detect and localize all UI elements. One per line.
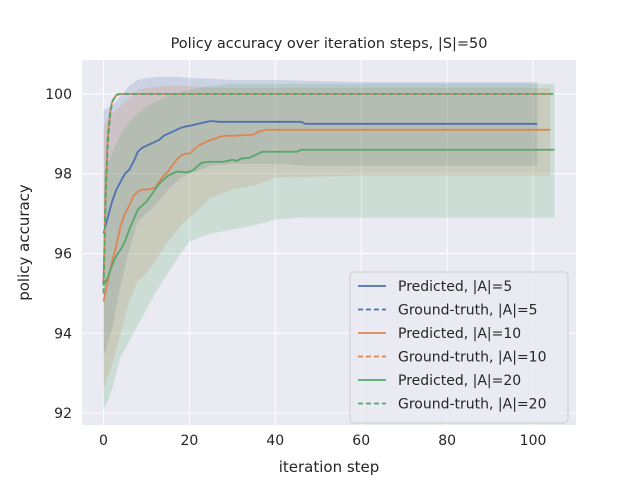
legend-label: Predicted, |A|=20 [398,373,521,389]
ground-truth-line [102,93,555,294]
predicted-line [102,148,555,286]
series-lines [102,93,555,302]
x-tick-label: 0 [99,433,108,449]
legend-box [349,271,569,424]
x-tick-label: 100 [520,433,547,449]
x-tick-label: 60 [352,433,370,449]
legend-label: Ground-truth, |A|=10 [398,350,546,366]
legend: Predicted, |A|=5 Ground-truth, |A|=5 Predi… [349,271,569,424]
legend-label: Predicted, |A|=5 [398,279,512,295]
legend-label: Ground-truth, |A|=20 [398,397,546,413]
confidence-band [103,83,555,410]
y-tick-label: 92 [54,406,72,422]
y-axis-label: policy accuracy [15,184,33,301]
x-tick-label: 20 [180,433,198,449]
x-axis-label: iteration step [279,458,380,476]
y-tick-label: 94 [54,326,72,342]
y-tick-label: 96 [54,246,72,262]
tick-labels: 0 20 40 60 80 100 92 94 96 98 100 [45,87,546,449]
y-tick-label: 100 [45,87,72,103]
x-tick-label: 80 [438,433,456,449]
chart-title: Policy accuracy over iteration steps, |S… [171,36,488,52]
y-tick-label: 98 [54,167,72,183]
x-tick-label: 40 [266,433,284,449]
predicted-line [102,120,538,234]
legend-label: Predicted, |A|=10 [398,326,521,342]
confidence-band [103,76,538,358]
legend-label: Ground-truth, |A|=5 [398,303,538,319]
predicted-line [102,128,551,302]
